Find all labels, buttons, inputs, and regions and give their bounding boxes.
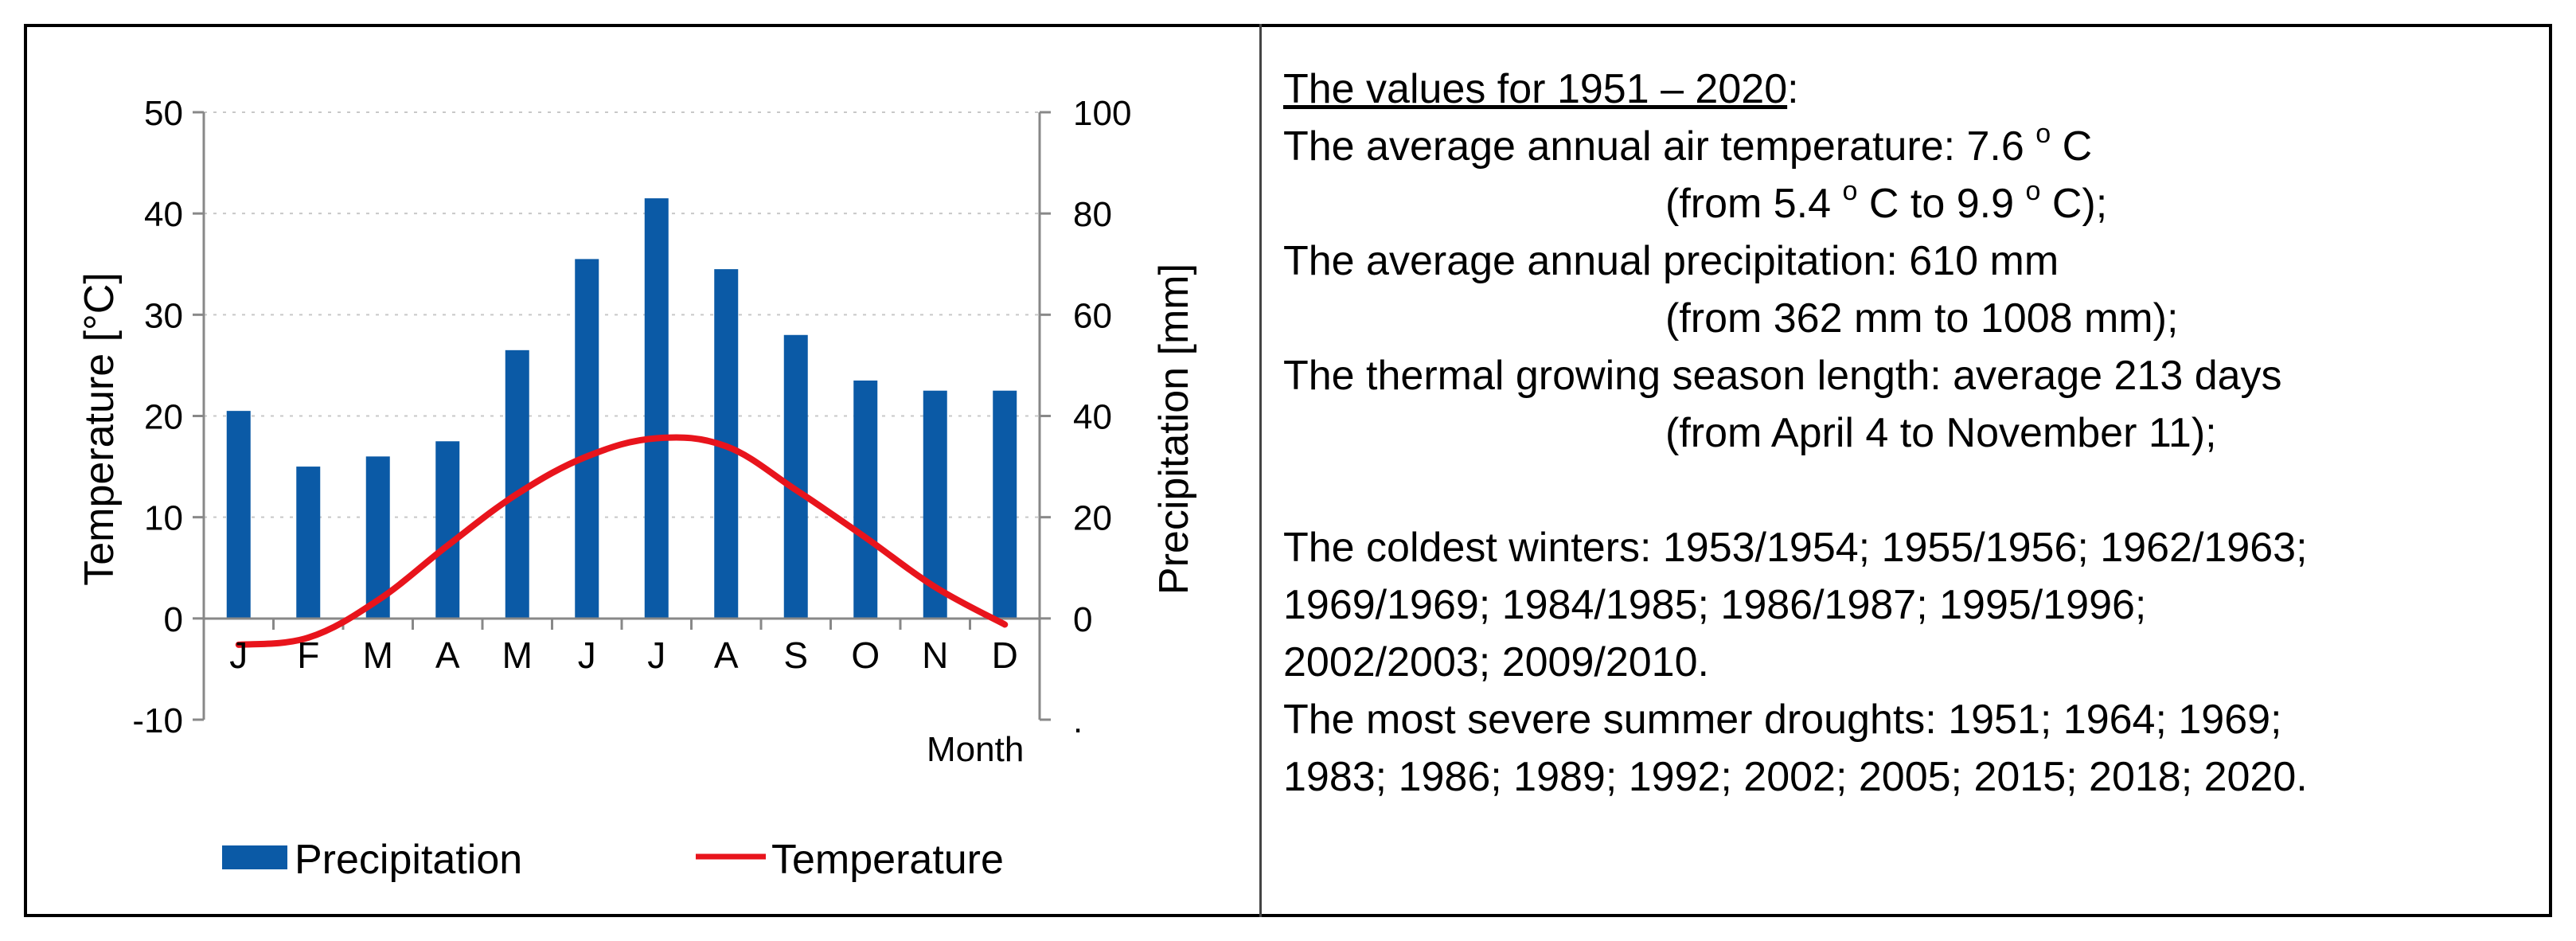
month-label: M [502,634,533,676]
droughts-line-2: 1983; 1986; 1989; 1992; 2002; 2005; 2015… [1283,754,2308,800]
degree-symbol: o [2035,119,2051,149]
temperature-unit: C [2051,123,2093,170]
precipitation-bar [575,259,599,619]
temperature-range-to: C to 9.9 [1857,181,2014,227]
precipitation-bar [226,411,251,619]
legend-label-temperature: Temperature [771,837,1004,883]
precipitation-bars [226,198,1017,619]
precipitation-bar [505,349,529,619]
precipitation-bar [853,380,878,619]
month-label: J [578,634,596,676]
growing-season-range-line: (from April 4 to November 11); [1665,410,2217,456]
temperature-line-group [235,434,1009,648]
precipitation-line: The average annual precipitation: 610 mm [1283,238,2059,284]
coldest-winters-line-1: The coldest winters: 1953/1954; 1955/195… [1283,525,2308,571]
summary-title-line: The values for 1951 – 2020: [1283,61,2533,118]
legend-label-precipitation: Precipitation [295,837,522,883]
temperature-line: The average annual air temperature: 7.6 … [1283,118,2533,175]
left-tick-label: 30 [144,296,183,335]
right-tick-label: 60 [1073,296,1112,335]
right-axis-ticks: 100 80 60 40 20 0. [1040,94,1131,740]
month-label: A [435,634,460,676]
precipitation-range-line: (from 362 mm to 1008 mm); [1665,295,2179,342]
temperature-range-from: (from 5.4 [1665,181,1832,227]
month-label: S [783,634,808,676]
temperature-text: The average annual air temperature: 7.6 [1283,123,2024,170]
month-label: J [229,634,248,676]
temperature-range-unit: C); [2040,181,2108,227]
coldest-winters-line-2: 1969/1969; 1984/1985; 1986/1987; 1995/19… [1283,582,2147,628]
figure-frame [24,24,2552,917]
left-tick-label: 0 [164,600,183,639]
right-tick-label: 20 [1073,499,1112,538]
month-label: M [363,634,393,676]
legend-swatch-precipitation [222,845,287,869]
month-label: J [647,634,665,676]
month-label: O [851,634,880,676]
grid-lines [204,111,1040,518]
right-tick-label: 80 [1073,195,1112,234]
month-label: D [992,634,1018,676]
left-axis-ticks: 50 40 30 20 10 0 -10 [132,94,204,740]
summary-title-suffix: : [1787,66,1799,112]
droughts-line-1: The most severe summer droughts: 1951; 1… [1283,697,2282,743]
left-tick-label: 40 [144,195,183,234]
right-tick-label: 0 [1073,600,1092,639]
coldest-winters-line-3: 2002/2003; 2009/2010. [1283,639,1709,685]
summary-title: The values for 1951 – 2020 [1283,66,1788,112]
panel-divider [1259,24,1262,917]
x-axis-label: Month [927,730,1024,769]
precipitation-bar [783,334,808,619]
degree-symbol: o [1842,176,1858,206]
climate-summary: The values for 1951 – 2020: The average … [1283,61,2533,806]
month-label: A [714,634,739,676]
left-tick-label: 50 [144,94,183,133]
left-tick-label: 10 [144,499,183,538]
right-tick-label: 40 [1073,398,1112,437]
y-axis-right-label: Precipitation [mm] [1151,264,1197,595]
month-label: N [922,634,948,676]
precipitation-bar [644,198,669,619]
legend: Precipitation Temperature [222,837,1004,883]
left-tick-label: 20 [144,398,183,437]
spacer [1283,462,2533,519]
left-tick-label: -10 [132,701,183,740]
right-tick-label: . [1073,701,1083,740]
degree-symbol: o [2025,176,2041,206]
precipitation-bar [296,467,321,619]
month-label: F [297,634,319,676]
temperature-line [235,434,1009,648]
growing-season-line: The thermal growing season length: avera… [1283,353,2282,399]
temperature-range-line: (from 5.4 o C to 9.9 o C); [1283,175,2533,232]
y-axis-left-label: Temperature [°C] [76,272,123,586]
precipitation-bar [435,441,460,619]
precipitation-bar [993,390,1017,619]
right-tick-label: 100 [1073,94,1131,133]
